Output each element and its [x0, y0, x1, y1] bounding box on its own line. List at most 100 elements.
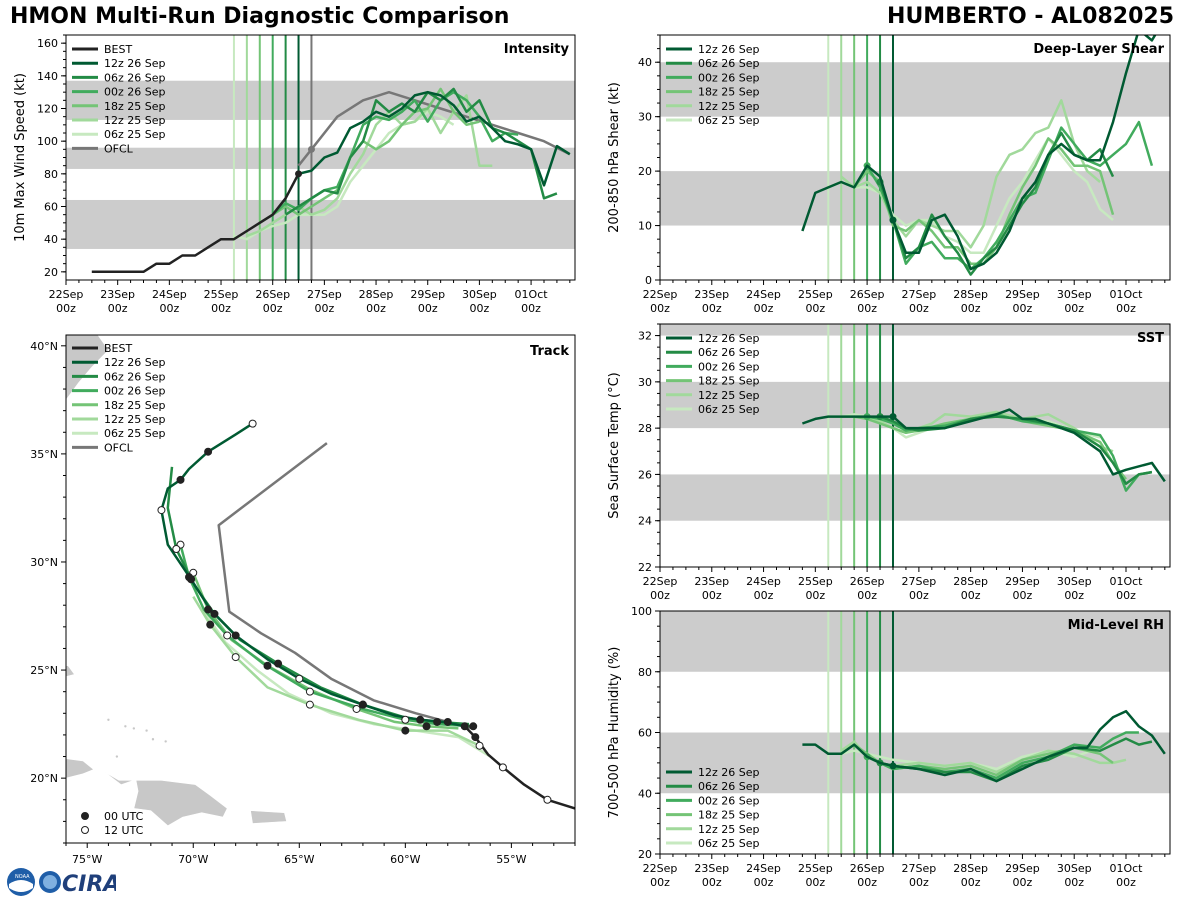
- intensity-xtick-label: 00z: [521, 302, 541, 315]
- land-island-1: [132, 726, 136, 731]
- sst-ytick-label: 22: [638, 561, 652, 574]
- track-xtick-label: 60°W: [390, 853, 420, 866]
- intensity-marker: [307, 145, 315, 153]
- rh-ytick-label: 100: [631, 605, 652, 618]
- sst-xtick-label: 00z: [961, 589, 981, 602]
- shear-ytick-label: 0: [645, 274, 652, 287]
- rh-xtick-label: 00z: [961, 876, 981, 889]
- rh-xtick-label: 22Sep: [643, 862, 678, 875]
- track-legend-label: 12z 25 Sep: [104, 413, 166, 426]
- sst-band-2: [660, 324, 1170, 336]
- sst-legend-label: 06z 25 Sep: [698, 403, 760, 416]
- rh-panel: 2040608010022Sep00z23Sep00z24Sep00z25Sep…: [607, 605, 1171, 889]
- rh-ytick-label: 40: [638, 787, 652, 800]
- track-legend-label: 12z 26 Sep: [104, 356, 166, 369]
- sst-legend-label: 12z 25 Sep: [698, 389, 760, 402]
- intensity-legend-label: 06z 26 Sep: [104, 71, 166, 84]
- land-island-0: [123, 724, 128, 729]
- intensity-marker: [295, 170, 303, 178]
- track-line-best: [463, 725, 575, 810]
- intensity-xtick-label: 30Sep: [462, 288, 497, 301]
- track-panel: 75°W 70°W 65°W 60°W 55°W 20°N 25°N 30°N 35°N 40°N…: [30, 334, 576, 866]
- track-position-marker: [204, 447, 213, 456]
- shear-legend-label: 06z 26 Sep: [698, 57, 760, 70]
- land-cuba: [66, 758, 95, 779]
- shear-title: Deep-Layer Shear: [1033, 42, 1164, 57]
- track-marker-legend-swatch: [81, 812, 89, 820]
- rh-legend-label: 18z 25 Sep: [698, 809, 760, 822]
- shear-xtick-label: 00z: [1064, 302, 1084, 315]
- track-position-marker: [475, 741, 484, 750]
- rh-legend-label: 06z 26 Sep: [698, 780, 760, 793]
- shear-legend-label: 12z 26 Sep: [698, 43, 760, 56]
- shear-band-1: [660, 62, 1170, 117]
- track-position-marker: [248, 419, 257, 428]
- track-ytick-label: 25°N: [30, 664, 58, 677]
- track-position-marker: [187, 575, 196, 584]
- rh-ytick-label: 20: [638, 848, 652, 861]
- shear-xtick-label: 27Sep: [902, 288, 937, 301]
- sst-xtick-label: 30Sep: [1057, 575, 1092, 588]
- intensity-ytick-label: 120: [37, 103, 58, 116]
- shear-series: [801, 35, 1157, 276]
- shear-xtick-label: 00z: [650, 302, 670, 315]
- track-position-marker: [274, 659, 283, 668]
- sst-xtick-label: 00z: [1064, 589, 1084, 602]
- rh-series: [802, 709, 1166, 783]
- track-position-marker: [157, 506, 166, 515]
- shear-xtick-label: 00z: [1013, 302, 1033, 315]
- sst-xtick-label: 00z: [857, 589, 877, 602]
- sst-legend-label: 12z 26 Sep: [698, 332, 760, 345]
- sst-legend-label: 06z 26 Sep: [698, 346, 760, 359]
- rh-xtick-label: 00z: [857, 876, 877, 889]
- intensity-line-18z-25-sep: [259, 87, 480, 224]
- noaa-logo: NOAA: [7, 868, 35, 896]
- sst-ytick-label: 28: [638, 422, 652, 435]
- intensity-xtick-label: 26Sep: [255, 288, 290, 301]
- rh-xtick-label: 00z: [650, 876, 670, 889]
- rh-xtick-label: 25Sep: [798, 862, 833, 875]
- rh-xtick-label: 00z: [1116, 876, 1136, 889]
- sst-ylabel: Sea Surface Temp (°C): [607, 372, 622, 519]
- shear-legend-label: 12z 25 Sep: [698, 100, 760, 113]
- intensity-panel: 2040608010012014016022Sep00z23Sep00z24Se…: [13, 34, 576, 315]
- sst-band-1: [660, 381, 1170, 429]
- sst-line-12z-26-sep: [801, 408, 1166, 483]
- rh-xtick-label: 00z: [702, 876, 722, 889]
- intensity-xtick-label: 27Sep: [307, 288, 342, 301]
- rh-band-1: [660, 611, 1170, 672]
- sst-xtick-label: 29Sep: [1005, 575, 1040, 588]
- sst-panel: 22242628303222Sep00z23Sep00z24Sep00z25Se…: [607, 323, 1171, 602]
- rh-xtick-label: 29Sep: [1005, 862, 1040, 875]
- track-legend-label: OFCL: [104, 441, 134, 454]
- shear-xtick-label: 24Sep: [746, 288, 781, 301]
- intensity-legend-label: 06z 25 Sep: [104, 128, 166, 141]
- track-position-marker: [231, 653, 240, 662]
- rh-legend-label: 06z 25 Sep: [698, 837, 760, 850]
- cira-logo: CIRA: [39, 871, 116, 897]
- land-hispaniola: [104, 771, 228, 827]
- shear-line-06z-25-sep: [827, 137, 1114, 255]
- land-island-4: [115, 754, 119, 759]
- track-position-marker: [223, 631, 232, 640]
- rh-ytick-label: 60: [638, 727, 652, 740]
- rh-legend-label: 00z 26 Sep: [698, 794, 760, 807]
- track-xtick-label: 75°W: [72, 853, 102, 866]
- rh-xtick-label: 00z: [1064, 876, 1084, 889]
- land-island-2: [151, 737, 155, 742]
- land-puerto-rico: [250, 810, 287, 824]
- track-xtick-label: 55°W: [496, 853, 526, 866]
- intensity-series: [91, 87, 571, 274]
- track-position-marker: [305, 687, 314, 696]
- intensity-ylabel: 10m Max Wind Speed (kt): [13, 73, 28, 242]
- track-position-marker: [498, 763, 507, 772]
- intensity-line-12z-26-sep: [298, 90, 571, 187]
- intensity-xtick-label: 00z: [263, 302, 283, 315]
- track-line-06z-26-sep: [166, 466, 470, 726]
- track-position-marker: [401, 715, 410, 724]
- rh-xtick-label: 01Oct: [1109, 862, 1143, 875]
